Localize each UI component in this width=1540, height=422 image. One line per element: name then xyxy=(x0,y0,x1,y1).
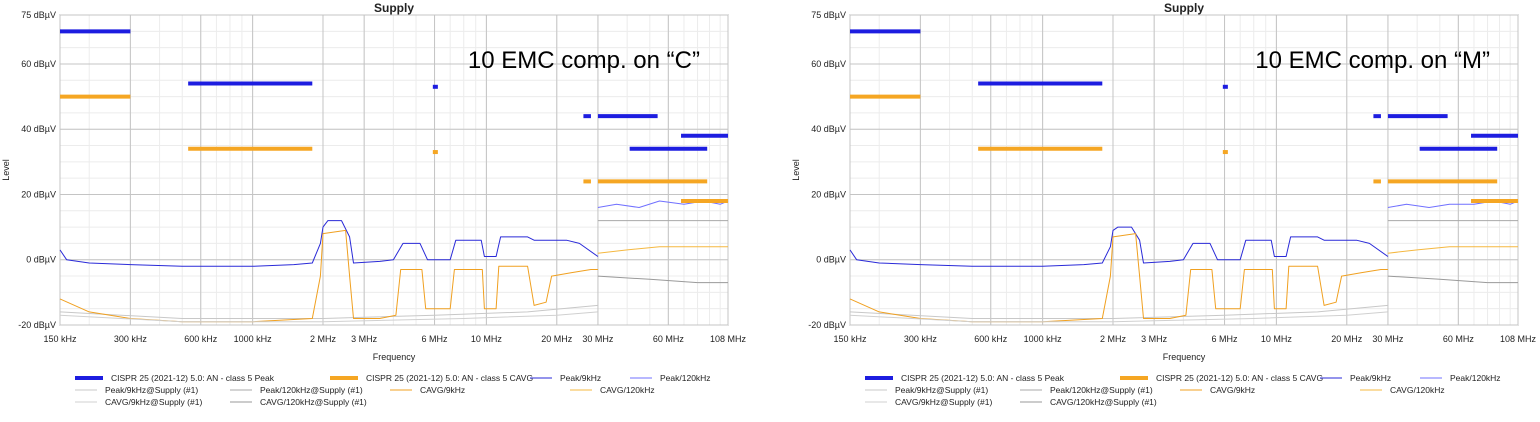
y-tick-label: -20 dBµV xyxy=(18,320,56,330)
x-tick-label: 108 MHz xyxy=(1500,334,1537,344)
trace-cavg-9khz-supply-1- xyxy=(849,311,1388,323)
legend-label: Peak/120kHz xyxy=(660,373,711,383)
trace-peak-9khz xyxy=(849,226,1389,267)
legend-label: CISPR 25 (2021-12) 5.0: AN - class 5 CAV… xyxy=(1156,373,1323,383)
x-tick-label: 150 kHz xyxy=(833,334,867,344)
x-tick-label: 150 kHz xyxy=(43,334,77,344)
x-tick-label: 3 MHz xyxy=(351,334,378,344)
chart-title: Supply xyxy=(1164,1,1204,15)
legend-label: CAVG/9kHz@Supply (#1) xyxy=(895,397,992,407)
y-tick-label: 40 dBµV xyxy=(811,124,846,134)
x-tick-label: 3 MHz xyxy=(1141,334,1168,344)
legend-label: CISPR 25 (2021-12) 5.0: AN - class 5 Pea… xyxy=(901,373,1065,383)
trace-cavg-120khz-supply-1- xyxy=(597,275,728,284)
x-tick-label: 600 kHz xyxy=(184,334,218,344)
x-tick-label: 6 MHz xyxy=(422,334,449,344)
y-tick-label: 60 dBµV xyxy=(811,59,846,69)
x-tick-label: 20 MHz xyxy=(541,334,573,344)
legend-label: Peak/9kHz xyxy=(560,373,601,383)
trace-cavg-9khz xyxy=(849,233,1388,323)
x-tick-label: 30 MHz xyxy=(582,334,614,344)
emc-chart-m: Supply 75 dBµV 60 dBµV 40 dBµV 20 dBµV 0 dBµV… xyxy=(791,1,1537,407)
legend-label: Peak/9kHz@Supply (#1) xyxy=(105,385,198,395)
legend-label: Peak/120kHz@Supply (#1) xyxy=(1050,385,1153,395)
y-axis-label: Level xyxy=(1,159,11,181)
legend-label: CISPR 25 (2021-12) 5.0: AN - class 5 Pea… xyxy=(111,373,275,383)
plot-area xyxy=(849,14,1519,326)
x-tick-label: 108 MHz xyxy=(710,334,747,344)
x-tick-label: 30 MHz xyxy=(1372,334,1404,344)
annotation-text: 10 EMC comp. on “M” xyxy=(1255,47,1490,74)
x-tick-label: 10 MHz xyxy=(1261,334,1293,344)
legend-label: CAVG/9kHz@Supply (#1) xyxy=(105,397,202,407)
x-tick-label: 60 MHz xyxy=(1443,334,1475,344)
y-axis-label: Level xyxy=(791,159,801,181)
trace-cavg-9khz-supply-1- xyxy=(59,311,598,323)
legend-label: Peak/9kHz xyxy=(1350,373,1391,383)
y-tick-label: -20 dBµV xyxy=(808,320,846,330)
y-tick-label: 40 dBµV xyxy=(21,124,56,134)
legend-label: CAVG/120kHz@Supply (#1) xyxy=(1050,397,1157,407)
x-axis-label: Frequency xyxy=(1163,352,1206,362)
x-axis-label: Frequency xyxy=(373,352,416,362)
trace-peak-9khz-supply-1- xyxy=(59,304,598,319)
y-tick-label: 20 dBµV xyxy=(21,189,56,199)
trace-cavg-120khz-supply-1- xyxy=(1387,275,1518,284)
legend-label: CISPR 25 (2021-12) 5.0: AN - class 5 CAV… xyxy=(366,373,533,383)
x-tick-label: 2 MHz xyxy=(1100,334,1127,344)
y-tick-label: 75 dBµV xyxy=(21,10,56,20)
chart-title: Supply xyxy=(374,1,414,15)
x-tick-label: 6 MHz xyxy=(1212,334,1239,344)
trace-peak-9khz xyxy=(59,220,599,267)
trace-cavg-120khz xyxy=(1387,246,1518,254)
y-tick-label: 75 dBµV xyxy=(811,10,846,20)
trace-peak-9khz-supply-1- xyxy=(849,304,1388,319)
annotation-text: 10 EMC comp. on “C” xyxy=(468,47,700,74)
legend-label: CAVG/120kHz xyxy=(600,385,655,395)
y-tick-label: 0 dBµV xyxy=(816,255,846,265)
trace-peak-120khz xyxy=(597,200,729,208)
x-tick-label: 600 kHz xyxy=(974,334,1008,344)
x-tick-label: 60 MHz xyxy=(653,334,685,344)
legend-label: CAVG/9kHz xyxy=(420,385,465,395)
legend-label: CAVG/9kHz xyxy=(1210,385,1255,395)
y-tick-label: 20 dBµV xyxy=(811,189,846,199)
trace-peak-120khz xyxy=(1387,200,1519,208)
x-tick-label: 2 MHz xyxy=(310,334,337,344)
legend-label: Peak/120kHz xyxy=(1450,373,1501,383)
x-tick-label: 1000 kHz xyxy=(234,334,273,344)
plot-area xyxy=(59,14,729,326)
x-tick-label: 300 kHz xyxy=(114,334,148,344)
legend-label: Peak/120kHz@Supply (#1) xyxy=(260,385,363,395)
x-tick-label: 10 MHz xyxy=(471,334,503,344)
trace-cavg-9khz xyxy=(59,229,598,323)
x-tick-label: 300 kHz xyxy=(904,334,938,344)
trace-cavg-120khz xyxy=(597,246,728,254)
legend-label: CAVG/120kHz xyxy=(1390,385,1445,395)
x-tick-label: 1000 kHz xyxy=(1024,334,1063,344)
y-tick-label: 0 dBµV xyxy=(26,255,56,265)
emc-chart-c: Supply 75 dBµV 60 dBµV 40 dBµV 20 dBµV 0 dBµV… xyxy=(1,1,747,407)
legend-label: CAVG/120kHz@Supply (#1) xyxy=(260,397,367,407)
legend-label: Peak/9kHz@Supply (#1) xyxy=(895,385,988,395)
y-tick-label: 60 dBµV xyxy=(21,59,56,69)
x-tick-label: 20 MHz xyxy=(1331,334,1363,344)
